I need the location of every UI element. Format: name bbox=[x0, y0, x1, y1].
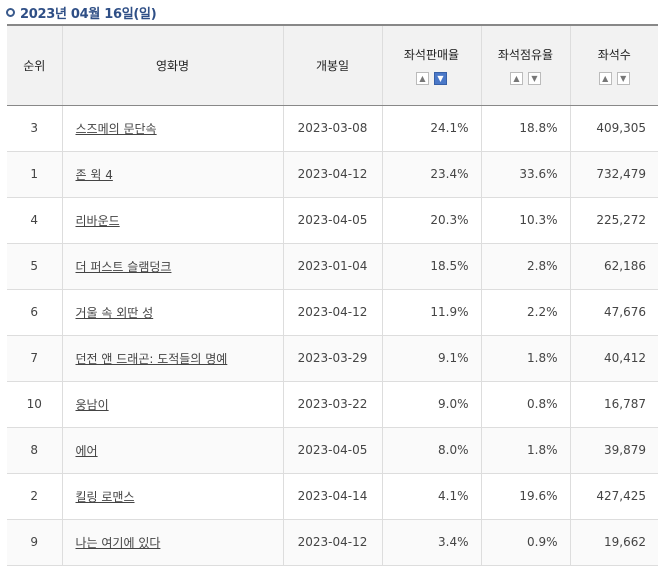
col-title-header: 영화명 bbox=[61, 24, 283, 106]
movie-title-link[interactable]: 스즈메의 문단속 bbox=[75, 121, 157, 136]
date-label: 2023년 04월 16일(일) bbox=[20, 6, 157, 22]
release-date-cell: 2023-03-29 bbox=[282, 335, 382, 382]
title-cell: 거울 속 외딴 성 bbox=[61, 289, 283, 336]
seat-share-cell: 2.8% bbox=[480, 243, 570, 290]
table-row: 8 에어 2023-04-05 8.0% 1.8% 39,879 bbox=[7, 427, 658, 474]
table-row: 4 리바운드 2023-04-05 20.3% 10.3% 225,272 bbox=[7, 197, 658, 244]
seat-share-cell: 1.8% bbox=[480, 427, 570, 474]
table-row: 9 나는 여기에 있다 2023-04-12 3.4% 0.9% 19,662 bbox=[7, 519, 658, 566]
movie-title-link[interactable]: 킬링 로맨스 bbox=[75, 489, 135, 504]
seats-cell: 427,425 bbox=[569, 473, 658, 520]
release-date-cell: 2023-04-14 bbox=[282, 473, 382, 520]
title-cell: 에어 bbox=[61, 427, 283, 474]
seats-cell: 409,305 bbox=[569, 105, 658, 152]
seat-sales-cell: 11.9% bbox=[381, 289, 481, 336]
release-date-cell: 2023-03-22 bbox=[282, 381, 382, 428]
seats-cell: 39,879 bbox=[569, 427, 658, 474]
sort-desc-icon[interactable]: ▼ bbox=[434, 71, 447, 85]
table-row: 6 거울 속 외딴 성 2023-04-12 11.9% 2.2% 47,676 bbox=[7, 289, 658, 336]
sort-asc-icon[interactable]: ▲ bbox=[416, 71, 429, 85]
movie-title-link[interactable]: 웅남이 bbox=[75, 397, 109, 412]
seat-share-cell: 18.8% bbox=[480, 105, 570, 152]
seat-share-cell: 10.3% bbox=[480, 197, 570, 244]
seat-sales-cell: 18.5% bbox=[381, 243, 481, 290]
seat-share-cell: 1.8% bbox=[480, 335, 570, 382]
movie-title-link[interactable]: 더 퍼스트 슬램덩크 bbox=[75, 259, 172, 274]
rank-cell: 5 bbox=[7, 243, 62, 290]
col-rank-header: 순위 bbox=[7, 24, 62, 106]
seat-share-cell: 0.9% bbox=[480, 519, 570, 566]
table-row: 3 스즈메의 문단속 2023-03-08 24.1% 18.8% 409,305 bbox=[7, 105, 658, 152]
rank-cell: 10 bbox=[7, 381, 62, 428]
rank-cell: 7 bbox=[7, 335, 62, 382]
col-seat-share-header: 좌석점유율 ▲ ▼ bbox=[480, 24, 570, 106]
sort-desc-icon[interactable]: ▼ bbox=[528, 71, 541, 85]
release-date-cell: 2023-04-12 bbox=[282, 519, 382, 566]
seat-sales-cell: 9.0% bbox=[381, 381, 481, 428]
seats-cell: 225,272 bbox=[569, 197, 658, 244]
seats-cell: 732,479 bbox=[569, 151, 658, 198]
title-cell: 더 퍼스트 슬램덩크 bbox=[61, 243, 283, 290]
movie-title-link[interactable]: 던전 앤 드래곤: 도적들의 명예 bbox=[75, 351, 228, 366]
seats-cell: 40,412 bbox=[569, 335, 658, 382]
table-row: 5 더 퍼스트 슬램덩크 2023-01-04 18.5% 2.8% 62,186 bbox=[7, 243, 658, 290]
seat-share-cell: 0.8% bbox=[480, 381, 570, 428]
date-header: 2023년 04월 16일(일) bbox=[0, 0, 658, 24]
seat-sales-cell: 4.1% bbox=[381, 473, 481, 520]
seat-share-cell: 33.6% bbox=[480, 151, 570, 198]
rank-cell: 6 bbox=[7, 289, 62, 336]
release-date-cell: 2023-04-12 bbox=[282, 151, 382, 198]
title-cell: 스즈메의 문단속 bbox=[61, 105, 283, 152]
release-date-cell: 2023-04-05 bbox=[282, 427, 382, 474]
seat-share-cell: 19.6% bbox=[480, 473, 570, 520]
circle-bullet-icon bbox=[6, 7, 15, 17]
seats-cell: 19,662 bbox=[569, 519, 658, 566]
sort-desc-icon[interactable]: ▼ bbox=[616, 71, 630, 85]
release-date-cell: 2023-04-12 bbox=[282, 289, 382, 336]
table-header-row: 순위 영화명 개봉일 좌석판매율 ▲ ▼ 좌석점유율 ▲ ▼ 좌석수 bbox=[7, 24, 658, 106]
movie-title-link[interactable]: 거울 속 외딴 성 bbox=[75, 305, 154, 320]
table-body: 3 스즈메의 문단속 2023-03-08 24.1% 18.8% 409,305 1 존 윅… bbox=[7, 105, 658, 566]
col-seats-header: 좌석수 ▲ ▼ bbox=[569, 24, 658, 106]
table-row: 2 킬링 로맨스 2023-04-14 4.1% 19.6% 427,425 bbox=[7, 473, 658, 520]
release-date-cell: 2023-03-08 bbox=[282, 105, 382, 152]
rank-cell: 2 bbox=[7, 473, 62, 520]
sort-asc-icon[interactable]: ▲ bbox=[598, 71, 612, 85]
seat-sales-cell: 24.1% bbox=[381, 105, 481, 152]
seats-cell: 47,676 bbox=[569, 289, 658, 336]
table-row: 10 웅남이 2023-03-22 9.0% 0.8% 16,787 bbox=[7, 381, 658, 428]
rank-cell: 9 bbox=[7, 519, 62, 566]
movie-title-link[interactable]: 나는 여기에 있다 bbox=[75, 535, 161, 550]
release-date-cell: 2023-01-04 bbox=[282, 243, 382, 290]
title-cell: 나는 여기에 있다 bbox=[61, 519, 283, 566]
seats-cell: 62,186 bbox=[569, 243, 658, 290]
title-cell: 웅남이 bbox=[61, 381, 283, 428]
seat-sales-cell: 20.3% bbox=[381, 197, 481, 244]
sort-asc-icon[interactable]: ▲ bbox=[510, 71, 523, 85]
seats-cell: 16,787 bbox=[569, 381, 658, 428]
seat-sales-cell: 9.1% bbox=[381, 335, 481, 382]
table-row: 1 존 윅 4 2023-04-12 23.4% 33.6% 732,479 bbox=[7, 151, 658, 198]
col-release-header: 개봉일 bbox=[282, 24, 382, 106]
box-office-table: 순위 영화명 개봉일 좌석판매율 ▲ ▼ 좌석점유율 ▲ ▼ 좌석수 bbox=[7, 24, 658, 566]
title-cell: 킬링 로맨스 bbox=[61, 473, 283, 520]
col-seat-sales-header: 좌석판매율 ▲ ▼ bbox=[381, 24, 481, 106]
title-cell: 던전 앤 드래곤: 도적들의 명예 bbox=[61, 335, 283, 382]
title-cell: 리바운드 bbox=[61, 197, 283, 244]
rank-cell: 3 bbox=[7, 105, 62, 152]
movie-title-link[interactable]: 리바운드 bbox=[75, 213, 120, 228]
seat-sales-cell: 3.4% bbox=[381, 519, 481, 566]
release-date-cell: 2023-04-05 bbox=[282, 197, 382, 244]
rank-cell: 8 bbox=[7, 427, 62, 474]
movie-title-link[interactable]: 에어 bbox=[75, 443, 98, 458]
seat-share-cell: 2.2% bbox=[480, 289, 570, 336]
rank-cell: 4 bbox=[7, 197, 62, 244]
rank-cell: 1 bbox=[7, 151, 62, 198]
title-cell: 존 윅 4 bbox=[61, 151, 283, 198]
table-row: 7 던전 앤 드래곤: 도적들의 명예 2023-03-29 9.1% 1.8% 40,4… bbox=[7, 335, 658, 382]
seat-sales-cell: 23.4% bbox=[381, 151, 481, 198]
movie-title-link[interactable]: 존 윅 4 bbox=[75, 167, 113, 182]
seat-sales-cell: 8.0% bbox=[381, 427, 481, 474]
